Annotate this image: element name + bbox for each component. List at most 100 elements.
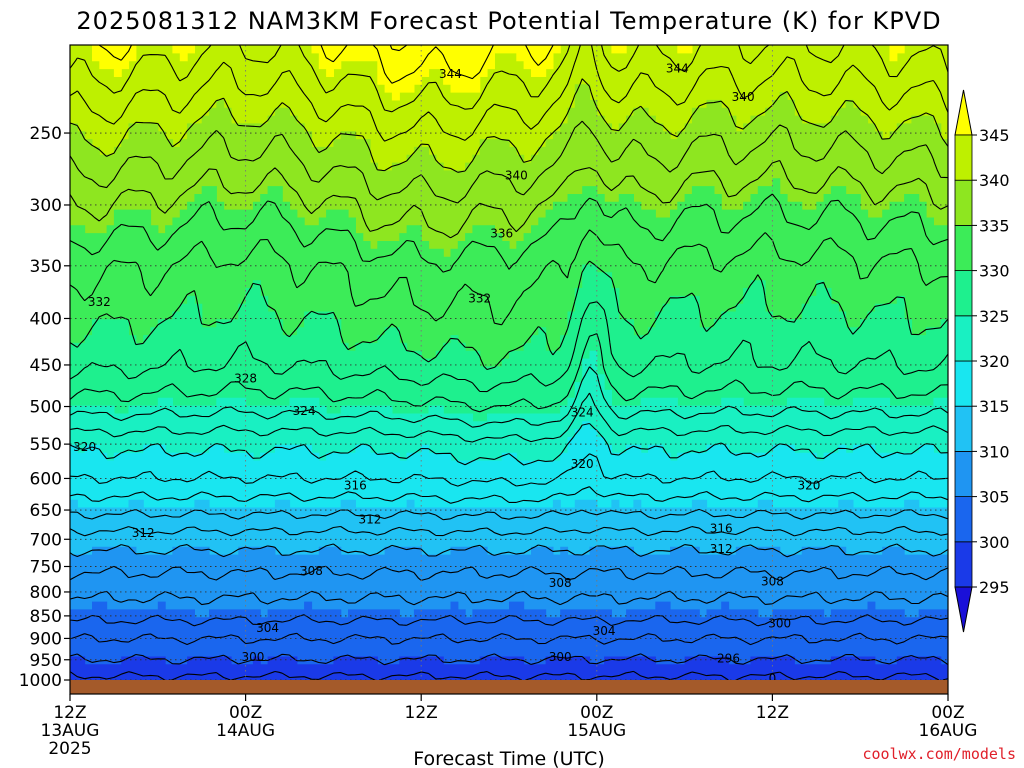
contour-label: 332: [88, 295, 111, 309]
colorbar-segment: [954, 360, 973, 407]
y-tick-label: 900: [30, 629, 62, 649]
grid-lines: [70, 45, 948, 681]
contour-line: [70, 45, 948, 113]
x-tick-label: 12Z: [53, 703, 86, 723]
colorbar-segment: [954, 541, 973, 588]
x-tick-label: 12Z: [756, 703, 789, 723]
contour-line: [70, 392, 948, 443]
y-tick-label: 650: [30, 501, 62, 521]
ground-terrain: [70, 680, 948, 694]
y-tick-label: 600: [30, 469, 62, 489]
fill-band: [70, 178, 948, 367]
contour-line: [389, 45, 408, 52]
colorbar-segment: [954, 496, 973, 543]
contour-label: 308: [761, 574, 784, 588]
contour-label: 304: [256, 621, 279, 635]
x-tick-label: 14AUG: [216, 721, 275, 741]
fill-band: [70, 546, 948, 618]
colorbar-label: 325: [979, 307, 1010, 326]
y-tick-label: 450: [30, 356, 62, 376]
colorbar-segment: [954, 224, 973, 271]
fill-band: [70, 350, 948, 462]
colorbar-segment: [954, 450, 973, 497]
colorbar-segment: [954, 134, 973, 181]
contour-line: [70, 366, 948, 428]
fill-band: [70, 84, 948, 258]
y-tick-label: 500: [30, 398, 62, 418]
contour-label: 344: [666, 61, 689, 75]
contour-line: [70, 78, 948, 173]
x-tick-label: 16AUG: [919, 721, 978, 741]
contour-line: [70, 229, 948, 326]
colorbar-under-triangle: [954, 586, 973, 633]
isentrope-contours: [70, 45, 948, 680]
contour-label: 300: [549, 650, 572, 664]
y-tick-label: 550: [30, 435, 62, 455]
fill-band: [70, 264, 948, 422]
contour-line: [70, 486, 948, 504]
colorbar-label: 295: [979, 578, 1010, 597]
contour-line: [70, 193, 948, 273]
x-tick-label: 2025: [48, 739, 91, 759]
fill-band: [70, 601, 948, 665]
contour-label: 344: [439, 67, 462, 81]
site-credit: coolwx.com/models: [862, 745, 1016, 763]
contour-line: [70, 45, 948, 142]
contour-label: 336: [490, 226, 513, 240]
contour-line: [70, 453, 948, 487]
y-tick-label: 800: [30, 583, 62, 603]
plot-frame: [69, 44, 949, 695]
colorbar-segment: [954, 179, 973, 226]
colorbar-label: 330: [979, 262, 1010, 281]
y-tick-label: 750: [30, 557, 62, 577]
colorbar-label: 300: [979, 533, 1010, 552]
contour-label: 324: [571, 406, 594, 420]
x-tick-label: 12Z: [405, 703, 438, 723]
colorbar-label: 305: [979, 488, 1010, 507]
colorbar-label: 310: [979, 442, 1010, 461]
colorbar-label: 320: [979, 352, 1010, 371]
y-tick-label: 950: [30, 651, 62, 671]
temperature-fill-bands: [70, 45, 948, 680]
fill-band: [92, 45, 905, 101]
y-tick-label: 350: [30, 257, 62, 277]
colorbar-label: 315: [979, 397, 1010, 416]
contour-line: [70, 120, 948, 204]
y-tick-label: 300: [30, 196, 62, 216]
contour-label: 312: [132, 526, 155, 540]
contour-label: 312: [359, 513, 382, 527]
contour-label: 340: [732, 90, 755, 104]
y-tick-label: 1000: [19, 671, 62, 691]
contour-line: [70, 543, 948, 558]
x-tick-label: 15AUG: [567, 721, 626, 741]
contour-label: 320: [798, 478, 821, 492]
y-tick-label: 250: [30, 124, 62, 144]
x-tick-label: 13AUG: [41, 721, 100, 741]
colorbar-label: 340: [979, 171, 1010, 190]
x-tick-label: 00Z: [580, 703, 613, 723]
contour-label: 320: [571, 457, 594, 471]
fill-band: [70, 656, 948, 680]
contour-line: [70, 508, 948, 521]
contour-line: [70, 260, 948, 371]
contour-label: 308: [300, 564, 323, 578]
colorbar-segment: [954, 270, 973, 317]
x-axis-label: Forecast Time (UTC): [413, 748, 604, 768]
contour-label: 304: [593, 624, 616, 638]
colorbar-segment: [954, 315, 973, 362]
y-tick-label: 700: [30, 530, 62, 550]
colorbar-over-triangle: [954, 89, 973, 136]
contour-line: [70, 159, 948, 239]
y-tick-label: 400: [30, 309, 62, 329]
contour-label: 300: [768, 616, 791, 630]
contour-line: [70, 301, 948, 393]
contour-labels: 344 344 340 340 336 332 332 328 324 324 320 320 320 3…: [73, 61, 821, 685]
y-tick-label: 850: [30, 607, 62, 627]
contour-label: 296: [717, 652, 740, 666]
contour-label: 320: [73, 440, 96, 454]
contour-line: [70, 614, 948, 627]
contour-label: 324: [293, 404, 316, 418]
contour-label: 312: [710, 542, 733, 556]
